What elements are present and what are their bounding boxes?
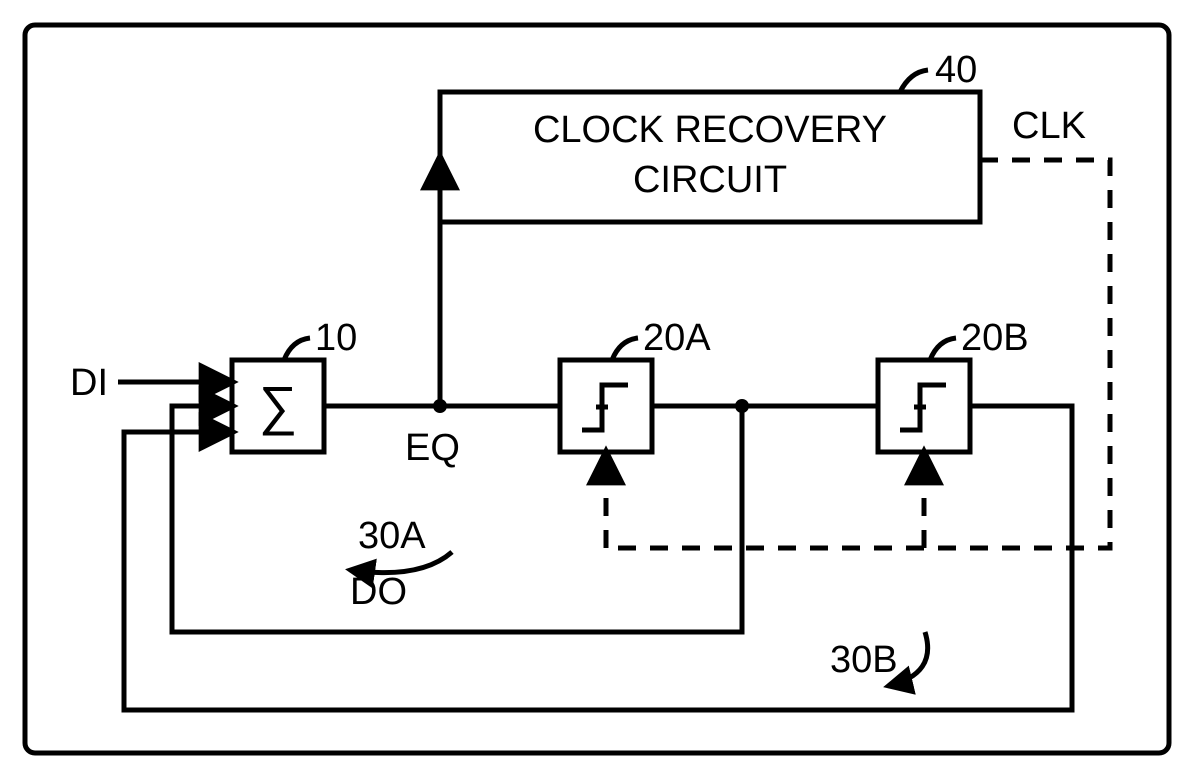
ref10-label: 10	[315, 317, 357, 359]
do-label: DO	[350, 571, 407, 613]
diagram-canvas: CLOCK RECOVERY CIRCUIT 40 ∑ 10 20A 20B D…	[0, 0, 1194, 778]
sigma-icon: ∑	[259, 376, 298, 436]
ref30a-label: 30A	[358, 515, 426, 557]
eq-label: EQ	[405, 427, 460, 469]
di-label: DI	[70, 362, 108, 404]
ref20a-label: 20A	[643, 317, 711, 359]
ref20b-label: 20B	[961, 317, 1029, 359]
clock-recovery-block: CLOCK RECOVERY CIRCUIT	[440, 92, 980, 222]
latch-20a	[560, 360, 652, 452]
clock-recovery-label-1: CLOCK RECOVERY	[533, 109, 887, 151]
sum-block: ∑	[232, 360, 324, 452]
clock-recovery-label-2: CIRCUIT	[633, 159, 787, 201]
ref30b-label: 30B	[830, 639, 898, 681]
latch-20b	[878, 360, 970, 452]
ref40-label: 40	[935, 49, 977, 91]
clk-label: CLK	[1012, 105, 1086, 147]
